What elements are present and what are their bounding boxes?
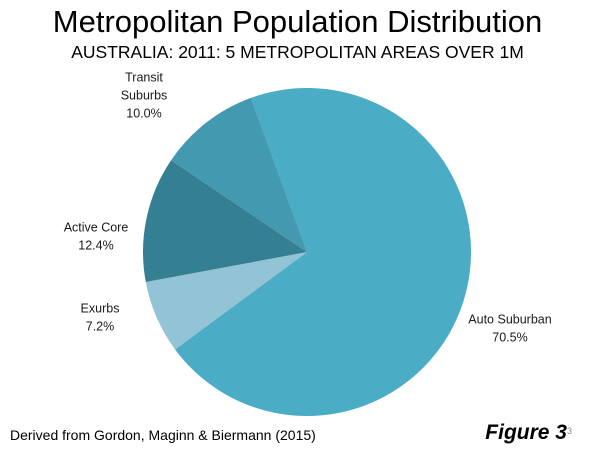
page-number: 3 xyxy=(566,426,572,436)
chart-subtitle: AUSTRALIA: 2011: 5 METROPOLITAN AREAS OV… xyxy=(71,42,524,62)
pie-slice-exurbs xyxy=(145,252,307,350)
data-label-exurbs: Exurbs 7.2% xyxy=(81,301,120,333)
pie-slice-active-core xyxy=(143,160,307,283)
slice-category-label: Exurbs xyxy=(81,301,120,315)
slice-category-label: Auto Suburban xyxy=(468,312,551,326)
slice-category-label: Suburbs xyxy=(121,88,168,102)
source-note: Derived from Gordon, Maginn & Biermann (… xyxy=(10,427,316,443)
pie-slice-auto-suburban xyxy=(175,87,472,416)
slice-value-label: 10.0% xyxy=(126,106,161,120)
slice-value-label: 70.5% xyxy=(492,330,527,344)
slice-category-label: Active Core xyxy=(64,220,129,234)
data-label-active-core: Active Core 12.4% xyxy=(64,220,129,252)
figure-label: Figure 33 xyxy=(485,421,572,445)
slice-category-label: Transit xyxy=(125,70,163,84)
figure-label-text: Figure 3 xyxy=(485,421,567,444)
data-label-transit-suburbs: Transit Suburbs 10.0% xyxy=(121,70,168,120)
data-label-auto-suburban: Auto Suburban 70.5% xyxy=(468,312,551,344)
slice-value-label: 7.2% xyxy=(86,319,115,333)
chart-title: Metropolitan Population Distribution xyxy=(52,4,543,39)
slice-value-label: 12.4% xyxy=(78,238,113,252)
pie-slice-transit-suburbs xyxy=(171,97,307,252)
